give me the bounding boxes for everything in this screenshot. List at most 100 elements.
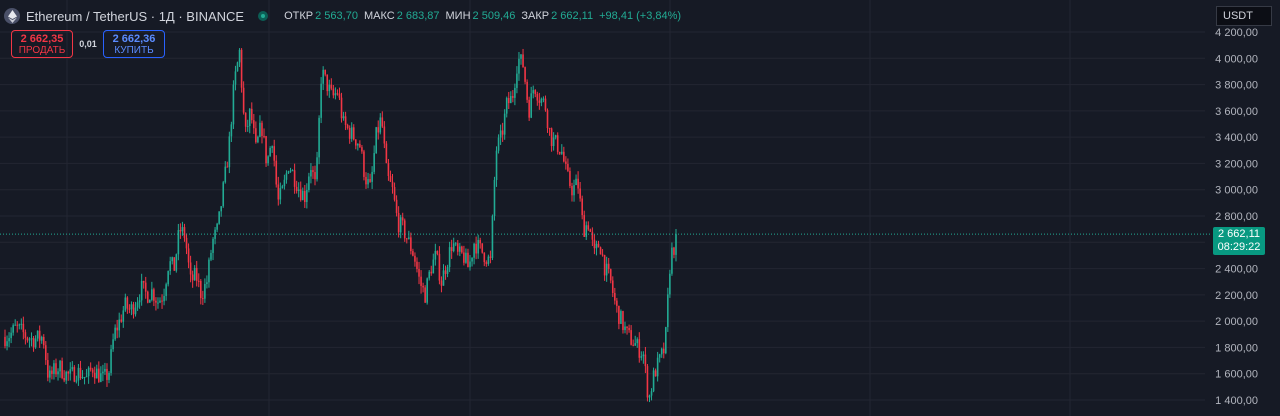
candle-body bbox=[373, 153, 375, 172]
candle-body bbox=[512, 96, 514, 98]
market-status-icon[interactable] bbox=[258, 11, 269, 21]
candle-body bbox=[149, 299, 151, 303]
candle-body bbox=[487, 256, 490, 264]
candle-body bbox=[346, 125, 349, 129]
candle-body bbox=[61, 360, 63, 378]
candle-body bbox=[391, 181, 394, 188]
candle-body bbox=[12, 325, 14, 333]
candle-body bbox=[624, 326, 626, 331]
candle-body bbox=[295, 186, 298, 192]
candle-body bbox=[418, 269, 420, 277]
candle-body bbox=[593, 239, 596, 249]
candle-body bbox=[354, 139, 357, 146]
candle-body bbox=[218, 211, 220, 224]
candle-body bbox=[369, 179, 371, 182]
sell-button[interactable]: 2 662,35 ПРОДАТЬ bbox=[11, 30, 73, 58]
candle-body bbox=[326, 74, 329, 92]
y-axis-label: 3 600,00 bbox=[1215, 106, 1258, 118]
candle-body bbox=[662, 348, 665, 354]
buy-price: 2 662,36 bbox=[112, 33, 156, 45]
candle-body bbox=[516, 73, 518, 88]
y-axis-label: 2 200,00 bbox=[1215, 290, 1258, 302]
candle-body bbox=[436, 250, 439, 254]
candle-body bbox=[636, 339, 639, 344]
candle-body bbox=[359, 143, 361, 148]
candle-body bbox=[136, 302, 139, 308]
candle-body bbox=[587, 225, 590, 230]
candle-body bbox=[579, 188, 581, 199]
candle-body bbox=[577, 178, 579, 189]
candle-body bbox=[65, 371, 67, 381]
candle-body bbox=[69, 369, 72, 374]
candle-body bbox=[438, 253, 441, 281]
candle-body bbox=[81, 377, 84, 379]
candle-body bbox=[57, 371, 59, 375]
candle-body bbox=[432, 259, 435, 274]
candle-body bbox=[434, 250, 437, 260]
candle-body bbox=[605, 263, 608, 276]
candle-body bbox=[669, 273, 671, 295]
candle-body bbox=[157, 302, 159, 304]
ohlc-legend: ОТКР 2 563,70 МАКС 2 683,87 МИН 2 509,46… bbox=[284, 10, 687, 22]
candle-body bbox=[226, 166, 229, 168]
candle-body bbox=[652, 370, 655, 392]
candle-body bbox=[560, 151, 563, 154]
candle-body bbox=[379, 117, 382, 133]
candle-body bbox=[38, 330, 41, 341]
candle-body bbox=[542, 98, 545, 100]
candle-body bbox=[554, 135, 557, 138]
candle-body bbox=[493, 179, 496, 216]
candle-body bbox=[446, 267, 449, 274]
candle-body bbox=[426, 278, 428, 303]
candle-body bbox=[399, 217, 402, 233]
candle-body bbox=[385, 143, 388, 164]
candle-body bbox=[591, 231, 594, 240]
candle-body bbox=[467, 252, 469, 268]
candle-body bbox=[246, 125, 249, 127]
candle-body bbox=[124, 297, 127, 311]
candle-body bbox=[253, 120, 255, 129]
candle-body bbox=[85, 376, 88, 378]
candle-body bbox=[20, 323, 23, 325]
high-value: 2 683,87 bbox=[396, 10, 440, 22]
candle-body bbox=[618, 305, 620, 324]
candle-body bbox=[424, 287, 426, 303]
candle-body bbox=[357, 143, 359, 146]
candle-body bbox=[481, 243, 484, 253]
candle-body bbox=[236, 62, 239, 72]
candle-body bbox=[532, 90, 535, 94]
close-label: ЗАКР bbox=[521, 10, 550, 22]
candle-body bbox=[265, 136, 267, 164]
candle-body bbox=[644, 354, 647, 367]
candle-body bbox=[332, 88, 335, 96]
candle-body bbox=[244, 112, 247, 127]
candle-body bbox=[306, 190, 308, 203]
candle-body bbox=[420, 276, 422, 286]
symbol-title[interactable]: Ethereum / TetherUS · 1Д · BINANCE bbox=[26, 8, 245, 24]
candle-body bbox=[8, 338, 10, 342]
candle-body bbox=[138, 300, 141, 303]
candle-body bbox=[122, 310, 125, 322]
candle-body bbox=[507, 98, 510, 104]
candle-body bbox=[18, 324, 21, 326]
candle-body bbox=[473, 243, 475, 258]
candle-body bbox=[10, 332, 12, 339]
candle-body bbox=[556, 135, 559, 152]
candle-body bbox=[444, 270, 447, 274]
candle-body bbox=[26, 337, 29, 341]
candle-body bbox=[59, 360, 61, 372]
candle-body bbox=[40, 336, 43, 341]
candle-body bbox=[220, 206, 222, 212]
candle-body bbox=[98, 368, 100, 382]
candle-body bbox=[106, 368, 108, 380]
sell-label: ПРОДАТЬ bbox=[18, 45, 66, 56]
candle-body bbox=[191, 274, 194, 281]
buy-button[interactable]: 2 662,36 КУПИТЬ bbox=[103, 30, 165, 58]
spread-value: 0,01 bbox=[79, 39, 97, 49]
candle-body bbox=[140, 280, 143, 301]
currency-selector[interactable]: USDT bbox=[1216, 6, 1272, 26]
candle-body bbox=[185, 237, 188, 249]
candle-body bbox=[550, 128, 553, 147]
